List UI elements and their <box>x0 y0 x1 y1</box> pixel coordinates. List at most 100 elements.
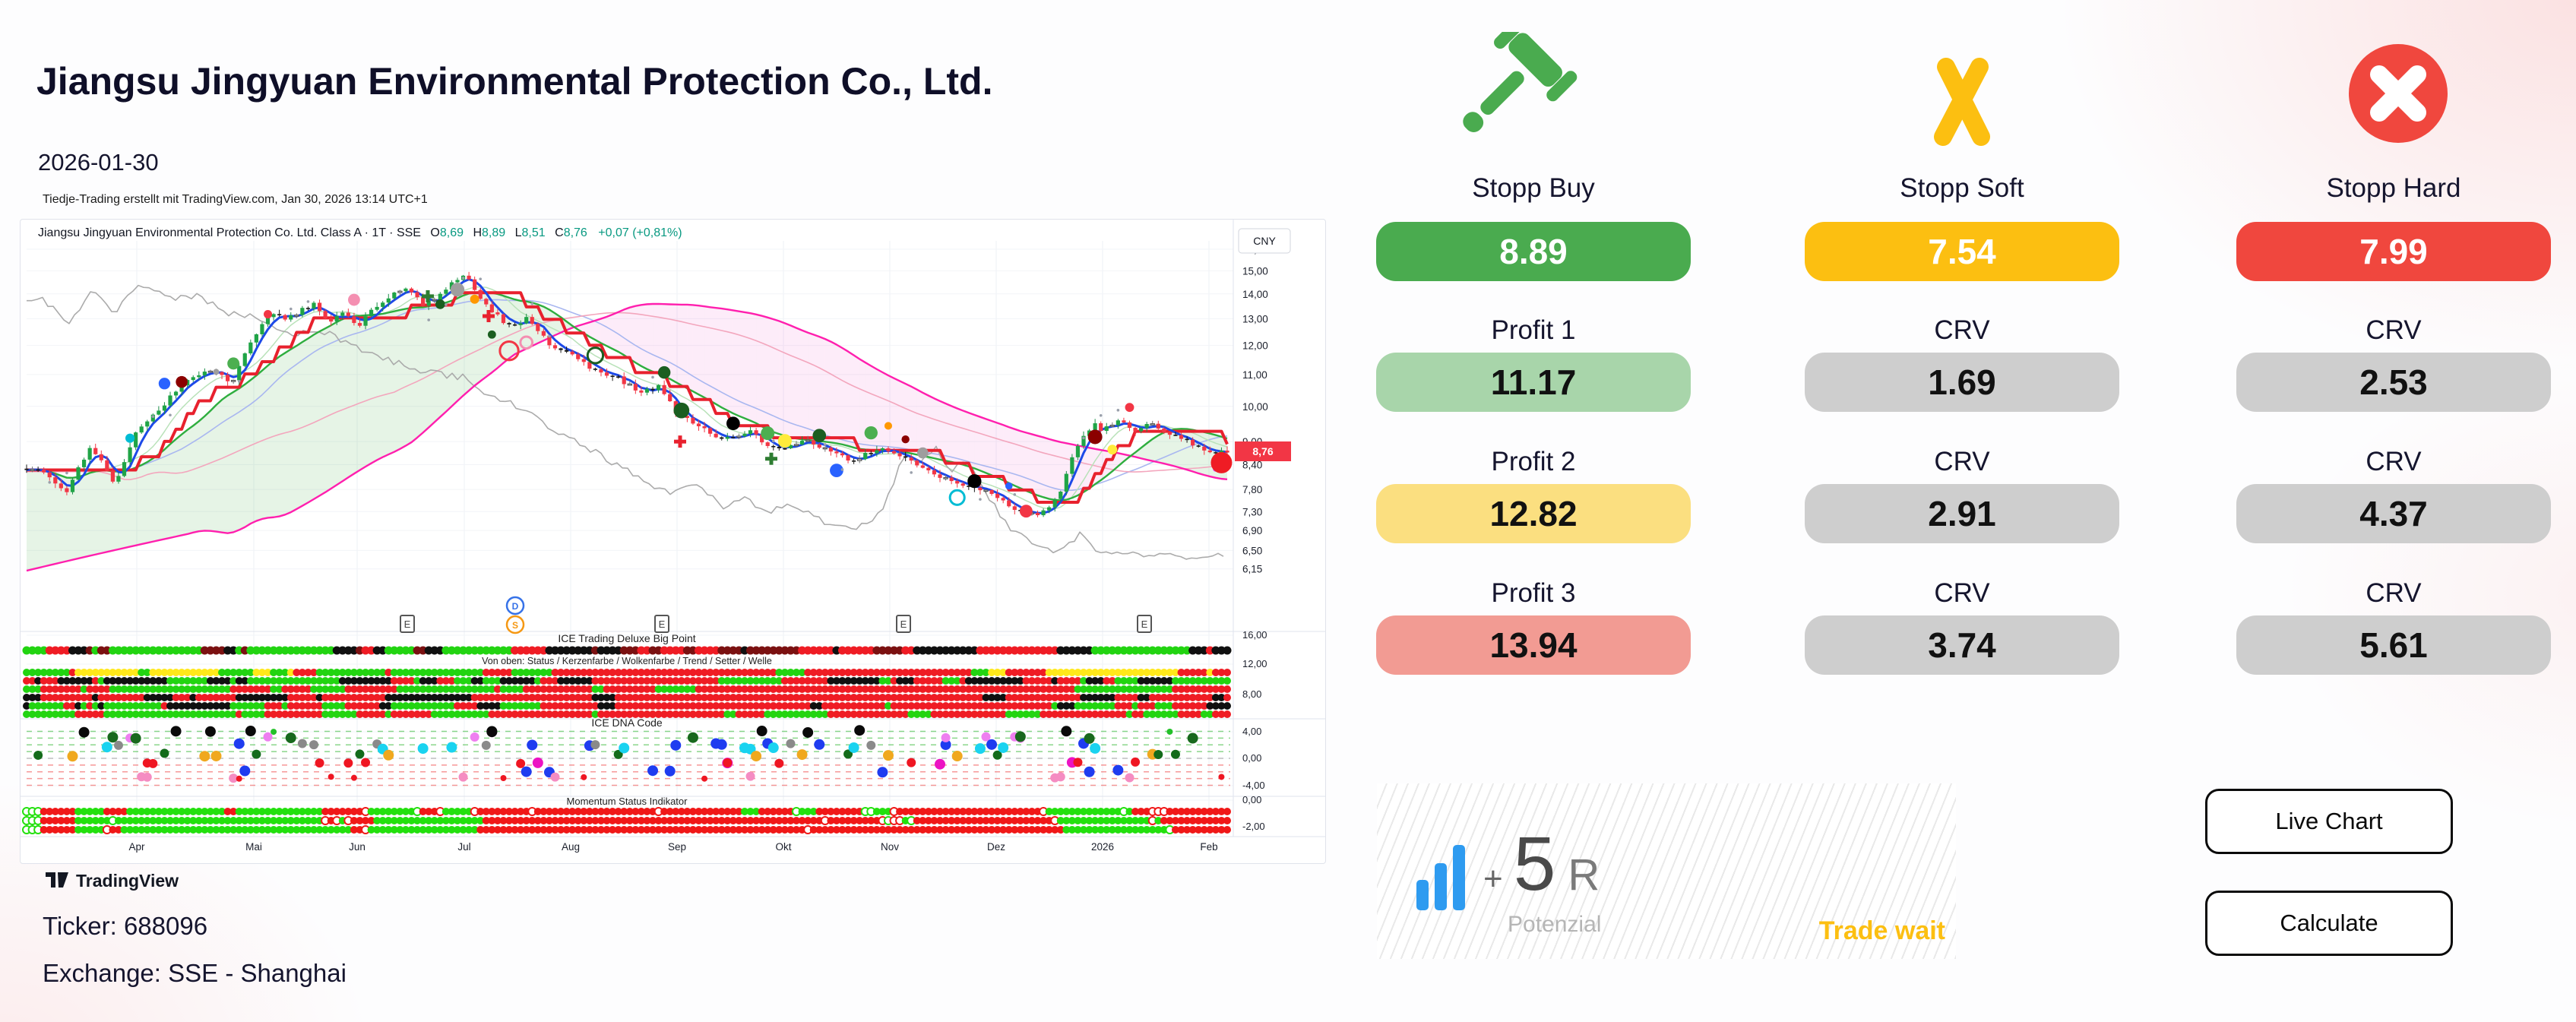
crv-label-soft-1: CRV <box>1934 315 1990 345</box>
svg-text:11,00: 11,00 <box>1242 369 1267 381</box>
crv-label-soft-3: CRV <box>1934 578 1990 608</box>
profit3-label: Profit 3 <box>1491 578 1576 608</box>
svg-text:S: S <box>512 620 518 631</box>
chart-card: E E E E DS 16,00 15,00 14,00 13,00 12,00 11,00 10,0… <box>20 219 1326 864</box>
tradingview-logo-text: TradingView <box>76 871 179 891</box>
potential-unit: R <box>1568 850 1600 900</box>
svg-text:ICE DNA Code: ICE DNA Code <box>591 717 663 729</box>
svg-text:E: E <box>900 619 907 630</box>
svg-text:6,15: 6,15 <box>1242 564 1262 575</box>
crv-label-hard-3: CRV <box>2366 578 2422 608</box>
svg-text:CNY: CNY <box>1253 235 1276 247</box>
svg-text:0,00: 0,00 <box>1242 752 1261 764</box>
calculate-button[interactable]: Calculate <box>2205 891 2453 956</box>
chart-attribution: Tiedje-Trading erstellt mit TradingView.… <box>43 193 428 206</box>
profit2-value: 12.82 <box>1376 484 1691 543</box>
svg-text:Von oben: Status / Kerzenfarbe: Von oben: Status / Kerzenfarbe / Wolkenf… <box>482 656 772 666</box>
svg-text:-4,00: -4,00 <box>1242 780 1265 791</box>
svg-text:Feb: Feb <box>1200 841 1217 853</box>
hard-stop-circle-x-icon <box>2347 43 2449 144</box>
ohlc-h-val: 8,89 <box>482 226 506 239</box>
svg-text:10,00: 10,00 <box>1242 401 1268 413</box>
crv-soft-2-value: 2.91 <box>1805 484 2119 543</box>
svg-text:12,00: 12,00 <box>1242 658 1267 669</box>
svg-text:Nov: Nov <box>881 841 899 853</box>
ohlc-o-key: O <box>430 226 440 239</box>
svg-text:16,00: 16,00 <box>1242 629 1267 641</box>
svg-text:Jun: Jun <box>349 841 366 853</box>
potential-value: 5 <box>1513 821 1558 907</box>
svg-text:ICE Trading Deluxe Big Point: ICE Trading Deluxe Big Point <box>558 632 695 644</box>
svg-text:8,40: 8,40 <box>1242 460 1262 471</box>
crv-soft-3-value: 3.74 <box>1805 615 2119 675</box>
symbol-name: Jiangsu Jingyuan Environmental Protectio… <box>38 226 421 239</box>
ohlc-change: +0,07 (+0,81%) <box>598 226 682 239</box>
crv-label-soft-2: CRV <box>1934 447 1990 476</box>
bar-chart-icon <box>1416 842 1467 910</box>
profit1-label: Profit 1 <box>1491 315 1576 345</box>
svg-text:E: E <box>1141 619 1148 630</box>
crv-hard-1-value: 2.53 <box>2236 353 2551 412</box>
svg-text:Aug: Aug <box>562 841 580 853</box>
svg-text:14,00: 14,00 <box>1242 289 1268 300</box>
svg-text:-2,00: -2,00 <box>1242 821 1265 832</box>
svg-text:Dez: Dez <box>987 841 1005 853</box>
chart-canvas[interactable]: E E E E DS 16,00 15,00 14,00 13,00 12,00 11,00 10,0… <box>21 220 1325 863</box>
svg-text:8,76: 8,76 <box>1252 445 1273 457</box>
svg-text:6,90: 6,90 <box>1242 525 1262 536</box>
potential-caption: Potenzial <box>1508 912 1602 937</box>
soft-x-icon <box>1928 58 1996 146</box>
stop-buy-value: 8.89 <box>1376 222 1691 281</box>
crv-hard-2-value: 4.37 <box>2236 484 2551 543</box>
svg-text:12,00: 12,00 <box>1242 340 1268 352</box>
exchange-text: Exchange: SSE - Shanghai <box>43 959 347 987</box>
ohlc-h-key: H <box>473 226 483 239</box>
profit3-value: 13.94 <box>1376 615 1691 675</box>
crv-label-hard-2: CRV <box>2366 447 2422 476</box>
stop-soft-label: Stopp Soft <box>1900 173 2024 203</box>
ohlc-l-key: L <box>514 226 522 239</box>
svg-text:Mai: Mai <box>245 841 262 853</box>
potential-panel <box>1377 783 1956 959</box>
svg-text:Sep: Sep <box>668 841 686 853</box>
ohlc-c-val: 8,76 <box>563 226 587 239</box>
svg-text:7,30: 7,30 <box>1242 506 1262 517</box>
live-chart-button[interactable]: Live Chart <box>2205 789 2453 854</box>
tradingview-watermark: TradingView <box>46 871 179 891</box>
ohlc-o-val: 8,69 <box>439 226 464 239</box>
potential-value-line: + 5 R <box>1483 821 1600 908</box>
ohlc-l-val: 8,51 <box>521 226 546 239</box>
stop-hard-value: 7.99 <box>2236 222 2551 281</box>
stop-hard-label: Stopp Hard <box>2326 173 2461 203</box>
ticker-text: Ticker: 688096 <box>43 912 208 940</box>
svg-text:13,00: 13,00 <box>1242 313 1268 324</box>
stop-soft-value: 7.54 <box>1805 222 2119 281</box>
tradingview-logo-icon <box>46 872 68 888</box>
ohlc-c-key: C <box>555 226 564 239</box>
potential-plus: + <box>1483 860 1503 897</box>
svg-text:7,80: 7,80 <box>1242 484 1262 495</box>
svg-text:2026: 2026 <box>1091 841 1114 853</box>
crv-label-hard-1: CRV <box>2366 315 2422 345</box>
svg-text:E: E <box>404 619 411 630</box>
profit2-label: Profit 2 <box>1491 447 1576 476</box>
chart-symbol-line: Jiangsu Jingyuan Environmental Protectio… <box>38 226 682 240</box>
crv-soft-1-value: 1.69 <box>1805 353 2119 412</box>
svg-text:8,00: 8,00 <box>1242 688 1261 700</box>
svg-text:Apr: Apr <box>128 841 145 853</box>
svg-text:0,00: 0,00 <box>1242 794 1261 805</box>
page-date: 2026-01-30 <box>38 149 159 176</box>
svg-text:Okt: Okt <box>775 841 791 853</box>
trade-status: Trade wait <box>1818 916 1945 945</box>
svg-text:Jul: Jul <box>457 841 470 853</box>
svg-text:E: E <box>659 619 666 630</box>
svg-text:15,00: 15,00 <box>1242 265 1268 277</box>
svg-text:6,50: 6,50 <box>1242 545 1262 556</box>
buy-gavel-icon <box>1461 18 1606 160</box>
svg-text:Momentum Status Indikator: Momentum Status Indikator <box>567 796 688 807</box>
stop-buy-label: Stopp Buy <box>1472 173 1595 203</box>
profit1-value: 11.17 <box>1376 353 1691 412</box>
page-title: Jiangsu Jingyuan Environmental Protectio… <box>36 60 993 103</box>
crv-hard-3-value: 5.61 <box>2236 615 2551 675</box>
